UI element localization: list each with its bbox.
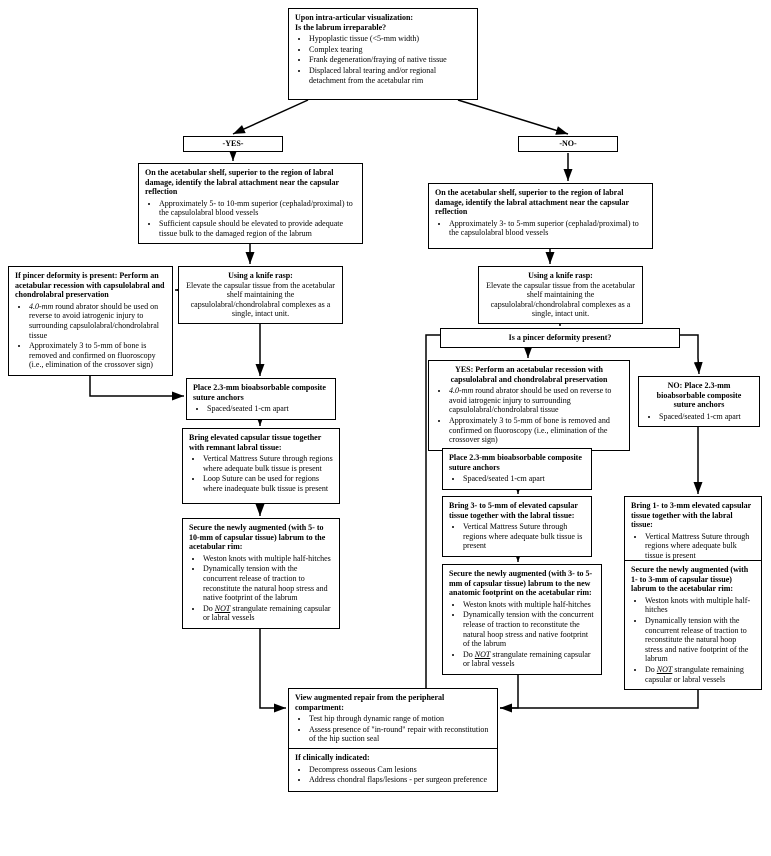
anchorsMid-title: Place 2.3-mm bioabsorbable composite sut… [449,453,585,472]
secureMid-title: Secure the newly augmented (with 3- to 5… [449,569,595,598]
node-secure-left: Secure the newly augmented (with 5- to 1… [182,518,340,629]
clin-bullets: Decompress osseous Cam lesionsAddress ch… [295,765,491,785]
node-secure-mid: Secure the newly augmented (with 3- to 5… [442,564,602,675]
list-item: Address chondral flaps/lesions - per sur… [309,775,491,785]
list-item: Approximately 3 to 5-mm of bone is remov… [29,341,166,370]
list-item: Dynamically tension with the concurrent … [645,616,755,664]
node-bring-tissue-right: Bring 1- to 3-mm elevated capsular tissu… [624,496,762,567]
label-no: -NO- [518,136,618,152]
knifeRight-body: Elevate the capsular tissue from the ace… [485,281,636,319]
list-item: Spaced/seated 1-cm apart [659,412,753,422]
list-item: Approximately 3 to 5-mm of bone is remov… [449,416,623,445]
node-knife-rasp-left: Using a knife rasp: Elevate the capsular… [178,266,343,324]
root-line2: Is the labrum irreparable? [295,23,471,33]
list-item: Spaced/seated 1-cm apart [463,474,585,484]
list-item: Weston knots with multiple half-hitches [203,554,333,564]
list-item: Vertical Mattress Suture through regions… [463,522,585,551]
bringLeft-bullets: Vertical Mattress Suture through regions… [189,454,333,493]
node-clinically-indicated: If clinically indicated: Decompress osse… [288,748,498,792]
node-root-question: Upon intra-articular visualization: Is t… [288,8,478,100]
pincerYes-bullets: 4.0-mm round abrator should be used on r… [435,386,623,445]
yesAttach-bullets: Approximately 5- to 10-mm superior (ceph… [145,199,356,238]
label-yes: -YES- [183,136,283,152]
view-bullets: Test hip through dynamic range of motion… [295,714,491,744]
node-pincer-yes: YES: Perform an acetabular recession wit… [428,360,630,451]
secureRight-title: Secure the newly augmented (with 1- to 3… [631,565,755,594]
list-item: Complex tearing [309,45,471,55]
pincerLeft-bullets: 4.0-mm round abrator should be used on r… [15,302,166,370]
pincerQ-text: Is a pincer deformity present? [509,333,612,342]
list-item: 4.0-mm round abrator should be used on r… [29,302,166,340]
list-item: Decompress osseous Cam lesions [309,765,491,775]
list-item: Frank degeneration/fraying of native tis… [309,55,471,65]
node-pincer-question: Is a pincer deformity present? [440,328,680,348]
list-item: Weston knots with multiple half-hitches [645,596,755,615]
secureMid-bullets: Weston knots with multiple half-hitchesD… [449,600,595,669]
bringMid-title: Bring 3- to 5-mm of elevated capsular ti… [449,501,585,520]
knifeLeft-body: Elevate the capsular tissue from the ace… [185,281,336,319]
list-item: Displaced labral tearing and/or regional… [309,66,471,85]
pincerYes-title: YES: Perform an acetabular recession wit… [435,365,623,384]
view-title: View augmented repair from the periphera… [295,693,491,712]
node-bring-tissue-mid: Bring 3- to 5-mm of elevated capsular ti… [442,496,592,557]
list-item: Approximately 3- to 5-mm superior (cepha… [449,219,646,238]
anchorsNO-title: NO: Place 2.3-mm bioabsorbable composite… [645,381,753,410]
node-no-identify-attachment: On the acetabular shelf, superior to the… [428,183,653,249]
bringMid-bullets: Vertical Mattress Suture through regions… [449,522,585,551]
list-item: Loop Suture can be used for regions wher… [203,474,333,493]
node-anchors-mid: Place 2.3-mm bioabsorbable composite sut… [442,448,592,490]
anchorsL-bullets: Spaced/seated 1-cm apart [193,404,329,414]
list-item: Weston knots with multiple half-hitches [463,600,595,610]
list-item: Sufficient capsule should be elevated to… [159,219,356,238]
secureLeft-title: Secure the newly augmented (with 5- to 1… [189,523,333,552]
secureLeft-bullets: Weston knots with multiple half-hitchesD… [189,554,333,623]
yesAttach-title: On the acetabular shelf, superior to the… [145,168,356,197]
bringRight-title: Bring 1- to 3-mm elevated capsular tissu… [631,501,755,530]
pincerLeft-title: If pincer deformity is present: Perform … [15,271,166,300]
noAttach-bullets: Approximately 3- to 5-mm superior (cepha… [435,219,646,238]
clin-title: If clinically indicated: [295,753,491,763]
list-item: Vertical Mattress Suture through regions… [645,532,755,561]
node-bring-tissue-left: Bring elevated capsular tissue together … [182,428,340,504]
list-item: Do NOT strangulate remaining capsular or… [203,604,333,623]
node-yes-identify-attachment: On the acetabular shelf, superior to the… [138,163,363,244]
node-secure-right: Secure the newly augmented (with 1- to 3… [624,560,762,690]
flowchart-canvas: Upon intra-articular visualization: Is t… [8,8,763,848]
list-item: Do NOT strangulate remaining capsular or… [645,665,755,684]
list-item: Assess presence of "in-round" repair wit… [309,725,491,744]
node-knife-rasp-right: Using a knife rasp: Elevate the capsular… [478,266,643,324]
anchorsNO-bullets: Spaced/seated 1-cm apart [645,412,753,422]
node-anchors-no-branch: NO: Place 2.3-mm bioabsorbable composite… [638,376,760,427]
list-item: Dynamically tension with the concurrent … [463,610,595,648]
secureRight-bullets: Weston knots with multiple half-hitchesD… [631,596,755,684]
bringLeft-title: Bring elevated capsular tissue together … [189,433,333,452]
bringRight-bullets: Vertical Mattress Suture through regions… [631,532,755,561]
list-item: Dynamically tension with the concurrent … [203,564,333,602]
knifeRight-title: Using a knife rasp: [485,271,636,281]
knifeLeft-title: Using a knife rasp: [185,271,336,281]
node-anchors-left: Place 2.3-mm bioabsorbable composite sut… [186,378,336,420]
list-item: Do NOT strangulate remaining capsular or… [463,650,595,669]
list-item: Approximately 5- to 10-mm superior (ceph… [159,199,356,218]
list-item: Hypoplastic tissue (<5-mm width) [309,34,471,44]
anchorsMid-bullets: Spaced/seated 1-cm apart [449,474,585,484]
list-item: Spaced/seated 1-cm apart [207,404,329,414]
list-item: Vertical Mattress Suture through regions… [203,454,333,473]
list-item: 4.0-mm round abrator should be used on r… [449,386,623,415]
root-line1: Upon intra-articular visualization: [295,13,471,23]
anchorsL-title: Place 2.3-mm bioabsorbable composite sut… [193,383,329,402]
node-view-repair: View augmented repair from the periphera… [288,688,498,750]
list-item: Test hip through dynamic range of motion [309,714,491,724]
node-pincer-left: If pincer deformity is present: Perform … [8,266,173,376]
noAttach-title: On the acetabular shelf, superior to the… [435,188,646,217]
root-bullets: Hypoplastic tissue (<5-mm width)Complex … [295,34,471,85]
